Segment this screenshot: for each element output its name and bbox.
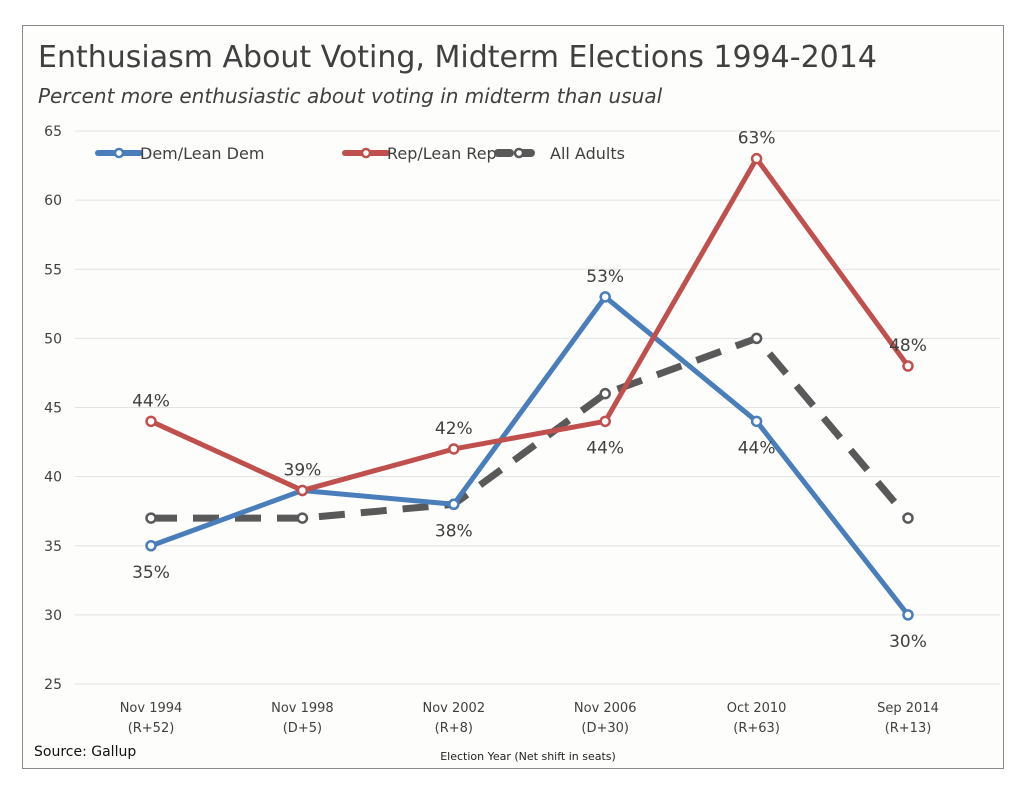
y-tick-label: 25: [44, 677, 62, 693]
x-tick-label: Sep 2014: [877, 701, 939, 716]
x-tick-sublabel: (D+30): [581, 721, 629, 736]
legend-marker: [513, 147, 525, 159]
data-point: [145, 415, 157, 428]
data-point: [296, 484, 309, 497]
data-label: 44%: [586, 438, 624, 458]
series-line-dem-lean-dem: [150, 294, 910, 617]
x-tick-sublabel: (D+5): [283, 721, 322, 736]
legend-label: Rep/Lean Rep: [387, 144, 497, 163]
x-tick-sublabel: (R+13): [885, 721, 932, 736]
data-label: 38%: [435, 521, 473, 541]
chart-frame: [22, 25, 1004, 769]
x-tick-label: Nov 2002: [423, 701, 486, 716]
data-point: [448, 443, 460, 455]
data-point: [296, 512, 309, 524]
x-tick-label: Nov 2006: [574, 701, 637, 716]
data-label: 39%: [284, 460, 322, 480]
data-label: 63%: [738, 129, 776, 149]
legend-label: Dem/Lean Dem: [140, 144, 264, 163]
chart-subtitle: Percent more enthusiastic about voting i…: [38, 84, 663, 108]
chart-title: Enthusiasm About Voting, Midterm Electio…: [38, 40, 877, 75]
y-tick-label: 30: [44, 608, 62, 624]
data-point: [750, 152, 763, 165]
data-point: [902, 360, 914, 372]
series-line-rep-lean-rep: [149, 156, 911, 493]
legend-marker: [113, 147, 125, 159]
x-tick-label: Nov 1994: [120, 701, 183, 716]
series-line-all-adults: [151, 334, 911, 522]
x-tick-sublabel: (R+52): [128, 721, 175, 736]
x-tick-sublabel: (R+63): [733, 721, 780, 736]
y-tick-label: 35: [44, 539, 62, 555]
data-point: [750, 332, 763, 345]
data-label: 35%: [132, 563, 170, 583]
y-tick-label: 45: [44, 401, 62, 417]
data-point: [599, 387, 611, 400]
data-point: [448, 498, 460, 511]
x-axis-label: Election Year (Net shift in seats): [440, 750, 616, 763]
data-label: 53%: [586, 267, 624, 287]
x-tick-label: Nov 1998: [271, 701, 334, 716]
y-tick-label: 65: [44, 124, 62, 140]
x-tick-label: Oct 2010: [727, 701, 787, 716]
data-point: [145, 512, 157, 524]
data-label: 42%: [435, 419, 473, 439]
y-tick-label: 40: [44, 470, 62, 486]
data-label: 44%: [132, 391, 170, 411]
legend-marker: [360, 147, 372, 159]
data-point: [145, 540, 157, 552]
data-label: 44%: [738, 438, 776, 458]
y-tick-label: 50: [44, 331, 62, 347]
data-point: [599, 415, 611, 428]
y-tick-label: 60: [44, 193, 62, 209]
x-tick-sublabel: (R+8): [435, 721, 473, 736]
legend-label: All Adults: [550, 144, 625, 163]
data-label: 30%: [889, 632, 927, 652]
data-label: 48%: [889, 336, 927, 356]
data-point: [599, 291, 611, 303]
data-point: [902, 609, 914, 621]
data-point: [902, 512, 914, 524]
y-tick-label: 55: [44, 262, 62, 278]
data-point: [750, 415, 763, 428]
source-note: Source: Gallup: [34, 744, 137, 760]
